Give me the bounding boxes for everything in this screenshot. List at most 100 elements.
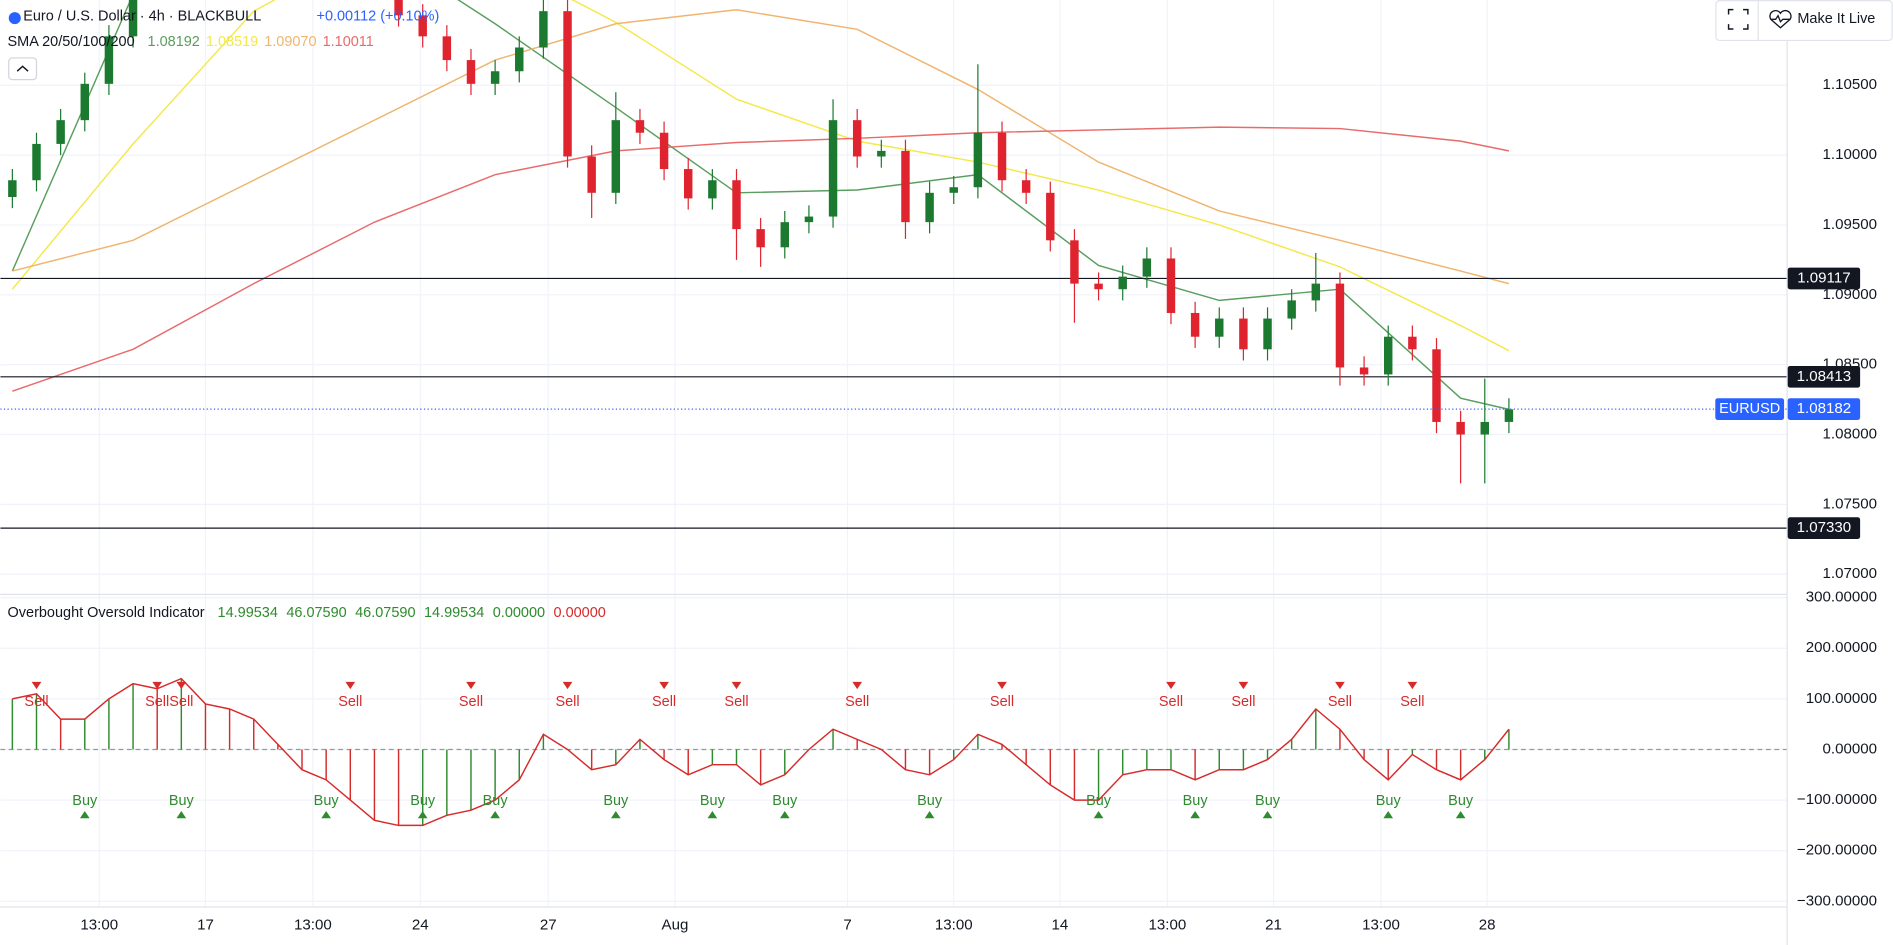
- candle-body: [659, 132, 669, 170]
- sma-legend-value: 1.09070: [264, 34, 316, 50]
- oscillator-legend-value: 0.00000: [493, 605, 545, 621]
- candle-body: [1287, 300, 1296, 319]
- buy-marker: [1093, 811, 1104, 819]
- x-tick-label: 14: [1052, 917, 1069, 934]
- candle-body: [490, 71, 500, 84]
- candle-body: [1190, 312, 1200, 337]
- y-tick-label: 100.00000: [1806, 690, 1877, 707]
- last-price-tag: [1787, 398, 1861, 420]
- fullscreen-button[interactable]: [1727, 8, 1749, 30]
- candle-body: [756, 229, 765, 248]
- sell-label: Sell: [24, 694, 48, 710]
- y-tick-label: 1.09500: [1823, 216, 1878, 233]
- y-tick-label: −200.00000: [1797, 842, 1877, 859]
- candle-body: [635, 120, 645, 133]
- price-tag-label: 1.08413: [1797, 368, 1852, 385]
- y-tick-label: 0.00000: [1823, 740, 1878, 757]
- oscillator-title: Overbought Oversold Indicator: [8, 605, 205, 621]
- buy-marker: [1190, 811, 1200, 819]
- sell-label: Sell: [990, 694, 1014, 710]
- last-price-label: 1.08182: [1797, 400, 1852, 417]
- candle-body: [56, 120, 65, 144]
- symbol-icon: [8, 12, 21, 25]
- sell-label: Sell: [555, 694, 579, 710]
- buy-label: Buy: [917, 793, 943, 809]
- y-tick-label: 200.00000: [1806, 639, 1877, 656]
- buy-label: Buy: [1183, 793, 1209, 809]
- candle-body: [539, 11, 548, 48]
- sell-label: Sell: [1231, 694, 1255, 710]
- buy-label: Buy: [1376, 793, 1402, 809]
- oscillator-legend-value: 46.07590: [286, 605, 346, 621]
- y-tick-label: 1.10000: [1823, 146, 1878, 163]
- sell-marker: [466, 681, 476, 690]
- buy-label: Buy: [772, 793, 798, 809]
- oscillator-line: [12, 677, 1510, 827]
- sell-marker: [852, 681, 863, 690]
- sell-marker: [31, 681, 42, 690]
- sell-marker: [1335, 681, 1345, 690]
- sell-label: Sell: [338, 694, 362, 710]
- oscillator-legend-value: 14.99534: [218, 605, 278, 621]
- candle-body: [925, 192, 934, 223]
- buy-label: Buy: [603, 793, 629, 809]
- candle-body: [684, 169, 693, 199]
- sell-marker: [176, 681, 187, 690]
- buy-label: Buy: [169, 793, 195, 809]
- sell-marker: [731, 681, 742, 690]
- live-icon: [1769, 9, 1792, 29]
- x-tick-label: 28: [1479, 917, 1496, 934]
- candle-body: [104, 36, 114, 84]
- candle-body: [949, 187, 958, 193]
- y-tick-label: 300.00000: [1806, 589, 1877, 606]
- buy-marker: [779, 811, 790, 819]
- make-live-button[interactable]: Make It Live: [1797, 11, 1875, 27]
- sell-label: Sell: [169, 694, 193, 710]
- price-tag-label: 1.09117: [1797, 269, 1850, 286]
- price-change: +0.00112 (+0.10%): [317, 9, 440, 25]
- candle-body: [877, 150, 886, 157]
- sell-marker: [562, 681, 573, 690]
- sell-marker: [1407, 681, 1418, 690]
- oscillator-pane: Sell Sell Sell Sell Sell Sell Sell Sell Sell Sell…: [0, 595, 1787, 907]
- candle-body: [515, 47, 524, 72]
- sell-marker: [997, 681, 1007, 690]
- buy-marker: [417, 811, 428, 819]
- collapse-button[interactable]: [8, 57, 38, 81]
- oscillator-legend-value: 0.00000: [554, 605, 606, 621]
- sell-label: Sell: [459, 694, 483, 710]
- price-tag: [1787, 267, 1861, 290]
- buy-marker: [79, 811, 90, 819]
- buy-label: Buy: [1255, 793, 1281, 809]
- sell-label: Sell: [845, 694, 869, 710]
- candle-body: [1166, 258, 1176, 313]
- price-pane: [0, 0, 1787, 594]
- candle-body: [1263, 318, 1272, 350]
- symbol-title: Euro / U.S. Dollar · 4h · BLACKBULL: [23, 9, 261, 25]
- buy-label: Buy: [314, 793, 340, 809]
- candle-body: [732, 180, 741, 230]
- candle-body: [8, 180, 17, 197]
- buy-marker: [176, 811, 187, 819]
- y-tick-label: −100.00000: [1797, 791, 1877, 808]
- sell-label: Sell: [652, 694, 676, 710]
- candle-body: [852, 120, 862, 157]
- sell-label: Sell: [1159, 694, 1183, 710]
- y-tick-label: 1.07500: [1823, 495, 1878, 512]
- buy-marker: [321, 811, 331, 819]
- y-tick-label: 1.10500: [1823, 76, 1878, 93]
- symbol-tag-label: EURUSD: [1719, 401, 1780, 417]
- sell-marker: [152, 681, 163, 690]
- candle-body: [1239, 318, 1248, 350]
- candle-body: [394, 0, 403, 16]
- candle-body: [1408, 336, 1417, 350]
- x-tick-label: Aug: [662, 917, 689, 934]
- sma-line: [11, 0, 1510, 352]
- candle-body: [1384, 336, 1393, 375]
- candle-body: [418, 15, 427, 37]
- sma-legend-value: 1.10011: [323, 34, 374, 50]
- oscillator-legend-value: 14.99534: [424, 605, 484, 621]
